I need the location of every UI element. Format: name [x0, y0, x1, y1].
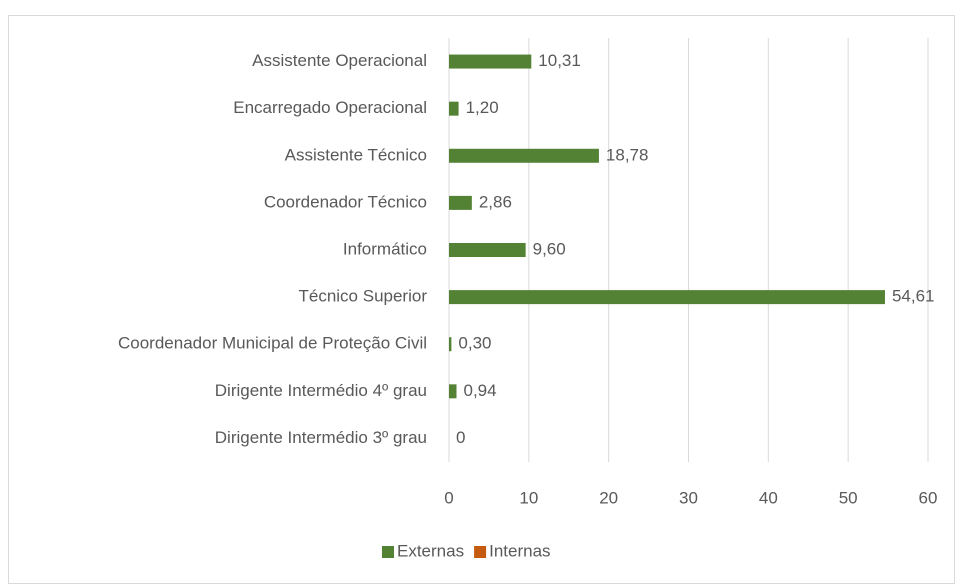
data-label: 0	[456, 428, 465, 447]
bar	[449, 54, 532, 69]
legend-swatch	[382, 546, 394, 558]
data-label: 0,30	[458, 334, 491, 353]
x-tick-label: 10	[519, 488, 538, 507]
x-tick-label: 50	[839, 488, 858, 507]
data-label: 1,20	[466, 98, 499, 117]
data-label: 2,86	[479, 192, 512, 211]
bar	[449, 337, 452, 352]
legend-label: Externas	[397, 541, 464, 560]
data-label: 10,31	[538, 51, 581, 70]
y-tick-label: Assistente Operacional	[252, 51, 427, 70]
y-tick-label: Coordenador Municipal de Proteção Civil	[118, 334, 427, 353]
y-tick-label: Dirigente Intermédio 4º grau	[215, 381, 427, 400]
data-label: 9,60	[533, 239, 566, 258]
x-tick-label: 60	[919, 488, 938, 507]
legend-label: Internas	[489, 541, 550, 560]
legend-swatch	[474, 546, 487, 558]
y-tick-label: Assistente Técnico	[285, 145, 427, 164]
bar	[449, 243, 526, 257]
bar	[449, 384, 457, 399]
bar	[449, 290, 885, 305]
bar	[449, 195, 472, 210]
data-label: 54,61	[892, 287, 935, 306]
y-tick-label: Encarregado Operacional	[233, 98, 427, 117]
data-label: 0,94	[464, 381, 497, 400]
data-label: 18,78	[606, 145, 649, 164]
x-tick-label: 30	[679, 488, 698, 507]
bar	[449, 148, 599, 163]
x-tick-label: 20	[599, 488, 618, 507]
x-tick-label: 0	[444, 488, 453, 507]
y-tick-label: Dirigente Intermédio 3º grau	[215, 428, 427, 447]
x-tick-label: 40	[759, 488, 778, 507]
bar	[449, 101, 459, 116]
y-tick-label: Técnico Superior	[298, 287, 427, 306]
y-tick-label: Coordenador Técnico	[264, 192, 427, 211]
y-tick-label: Informático	[343, 239, 427, 258]
